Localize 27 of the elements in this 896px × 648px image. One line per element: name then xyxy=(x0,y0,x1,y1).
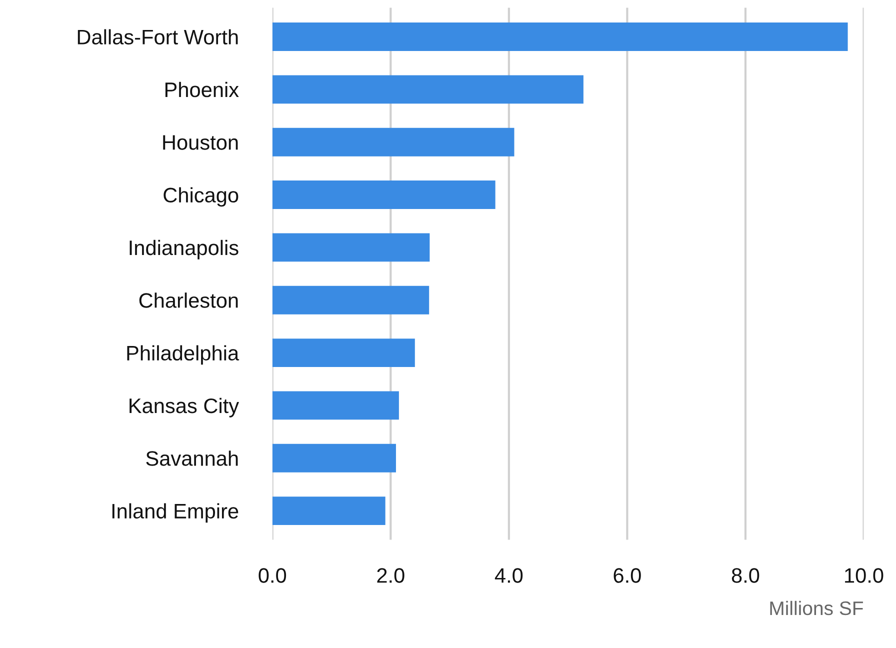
x-tick-label: 4.0 xyxy=(494,568,523,583)
y-tick-label: Chicago xyxy=(164,187,238,207)
bar xyxy=(272,286,430,314)
x-tick-label: 0.0 xyxy=(258,568,286,583)
y-tick-label: Kansas City xyxy=(130,398,240,418)
y-tick-label: Dallas-Fort Worth xyxy=(78,29,238,44)
y-tick-label: Charleston xyxy=(139,292,238,308)
y-tick-label: Inland Empire xyxy=(112,503,238,523)
bar xyxy=(272,496,386,526)
bar xyxy=(272,180,496,209)
y-tick-label: Indianapolis xyxy=(130,240,238,260)
y-tick-label: Phoenix xyxy=(165,82,239,98)
bar xyxy=(272,75,584,104)
y-tick-label: Philadelphia xyxy=(127,345,240,365)
bar xyxy=(272,391,399,420)
y-tick-label: Savannah xyxy=(146,450,238,466)
y-tick-label: Houston xyxy=(163,135,238,150)
x-tick-label: 6.0 xyxy=(614,568,641,583)
bar xyxy=(272,444,396,472)
bar xyxy=(272,128,514,156)
bar xyxy=(272,233,430,262)
x-tick-label: 10.0 xyxy=(845,568,884,583)
x-axis-title: Millions SF xyxy=(770,600,863,616)
bar xyxy=(272,22,848,51)
x-tick-label: 2.0 xyxy=(377,568,404,583)
x-tick-label: 8.0 xyxy=(732,568,760,583)
bar xyxy=(272,338,415,368)
